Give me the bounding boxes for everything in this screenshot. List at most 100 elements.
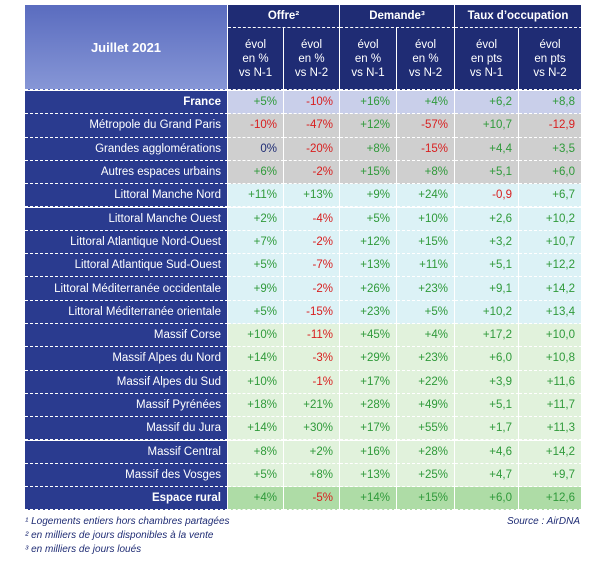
row-label: Massif Alpes du Nord (25, 347, 228, 371)
cell: -47% (284, 114, 340, 138)
cell: +7% (228, 230, 284, 255)
sub-header: évol en % vs N-2 (284, 28, 340, 90)
sub-header: évol en % vs N-1 (340, 28, 397, 90)
cell: +24% (397, 184, 455, 208)
cell: +5% (340, 207, 397, 231)
cell: +10,7 (455, 114, 519, 138)
cell: +8,8 (519, 91, 582, 115)
cell: +15% (397, 230, 455, 255)
cell: -10% (284, 91, 340, 115)
row-label: Littoral Méditerranée occidentale (25, 277, 228, 301)
cell: +10,2 (455, 300, 519, 324)
sub-header-line: en % (354, 52, 382, 65)
cell: +11% (228, 184, 284, 208)
row-label: Massif Central (25, 440, 228, 464)
group-header: Offre² (228, 5, 340, 28)
cell: +2% (228, 207, 284, 231)
cell: +13,4 (519, 300, 582, 324)
cell: +16% (340, 91, 397, 115)
cell: +49% (397, 393, 455, 418)
cell: +10% (397, 207, 455, 231)
cell: +18% (228, 393, 284, 418)
cell: +29% (340, 347, 397, 371)
cell: +17% (340, 370, 397, 394)
cell: +6% (228, 160, 284, 185)
sub-header-line: en % (298, 52, 325, 65)
cell: +13% (284, 184, 340, 208)
cell: +9,7 (519, 463, 582, 488)
cell: +15% (397, 487, 455, 511)
cell: +14,2 (519, 440, 582, 464)
cell: +11% (397, 254, 455, 278)
row-label: Massif des Vosges (25, 463, 228, 488)
sub-header-line: vs N-2 (408, 66, 443, 79)
cell: +3,9 (455, 370, 519, 394)
row-label: Littoral Manche Ouest (25, 207, 228, 231)
row-label: Littoral Atlantique Nord-Ouest (25, 230, 228, 255)
cell: +23% (340, 300, 397, 324)
cell: +17% (340, 417, 397, 441)
cell: +12,2 (519, 254, 582, 278)
cell: -3% (284, 347, 340, 371)
cell: +4,6 (455, 440, 519, 464)
row-label: Massif Pyrénées (25, 393, 228, 418)
cell: -0,9 (455, 184, 519, 208)
cell: +4% (228, 487, 284, 511)
sub-header-line: évol (244, 38, 267, 51)
cell: +13% (340, 463, 397, 488)
cell: +21% (284, 393, 340, 418)
cell: +10,2 (519, 207, 582, 231)
cell: +45% (340, 324, 397, 348)
cell: +3,5 (519, 137, 582, 161)
cell: -11% (284, 324, 340, 348)
row-label: Autres espaces urbains (25, 160, 228, 185)
sub-header-line: vs N-1 (238, 66, 273, 79)
cell: +26% (340, 277, 397, 301)
cell: +8% (340, 137, 397, 161)
cell: +3,2 (455, 230, 519, 255)
row-label: Littoral Manche Nord (25, 184, 228, 208)
cell: -20% (284, 137, 340, 161)
cell: -15% (284, 300, 340, 324)
cell: +5,1 (455, 254, 519, 278)
cell: -2% (284, 160, 340, 185)
cell: +23% (397, 347, 455, 371)
cell: +10,8 (519, 347, 582, 371)
row-label: Littoral Méditerranée orientale (25, 300, 228, 324)
cell: +17,2 (455, 324, 519, 348)
cell: -1% (284, 370, 340, 394)
cell: -57% (397, 114, 455, 138)
cell: -2% (284, 230, 340, 255)
cell: +2% (284, 440, 340, 464)
row-label: Massif du Jura (25, 417, 228, 441)
cell: -2% (284, 277, 340, 301)
sub-header: évol en % vs N-1 (228, 28, 284, 90)
cell: +8% (397, 160, 455, 185)
sub-header: évol en pts vs N-1 (455, 28, 519, 90)
row-label: Grandes agglomérations (25, 137, 228, 161)
cell: +14% (228, 347, 284, 371)
cell: +2,6 (455, 207, 519, 231)
cell: +10% (228, 324, 284, 348)
row-label: Espace rural (25, 487, 228, 511)
cell: -12,9 (519, 114, 582, 138)
cell: +12% (340, 230, 397, 255)
sub-header-line: évol (475, 38, 498, 51)
sub-header-line: en pts (534, 52, 566, 65)
cell: +14% (228, 417, 284, 441)
cell: +11,3 (519, 417, 582, 441)
source: Source : AirDNA (507, 516, 580, 527)
cell: +9% (340, 184, 397, 208)
cell: +5% (228, 463, 284, 488)
sub-header-line: évol (414, 38, 437, 51)
cell: +30% (284, 417, 340, 441)
cell: -7% (284, 254, 340, 278)
cell: +5% (397, 300, 455, 324)
sub-header-line: en % (242, 52, 269, 65)
cell: +6,7 (519, 184, 582, 208)
cell: +8% (228, 440, 284, 464)
cell: +5% (228, 300, 284, 324)
cell: +9,1 (455, 277, 519, 301)
row-label: Massif Alpes du Sud (25, 370, 228, 394)
